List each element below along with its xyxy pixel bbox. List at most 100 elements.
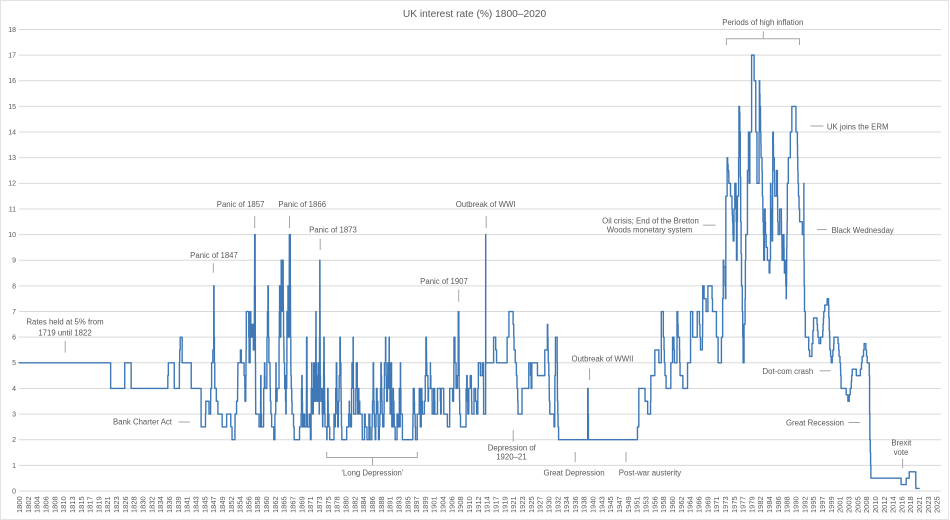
svg-text:1956: 1956 [650, 496, 659, 513]
svg-text:1841: 1841 [183, 496, 192, 513]
svg-text:1860: 1860 [262, 496, 271, 513]
svg-text:1810: 1810 [59, 496, 68, 513]
svg-text:0: 0 [12, 488, 16, 495]
svg-text:1919: 1919 [500, 496, 509, 513]
svg-text:8: 8 [12, 283, 16, 290]
svg-text:1984: 1984 [765, 496, 774, 513]
svg-text:vote: vote [894, 448, 909, 457]
svg-text:1862: 1862 [271, 496, 280, 513]
svg-text:1953: 1953 [642, 496, 651, 513]
svg-text:1947: 1947 [615, 496, 624, 513]
svg-text:1997: 1997 [818, 496, 827, 513]
svg-text:1999: 1999 [827, 496, 836, 513]
svg-text:2010: 2010 [871, 496, 880, 513]
svg-text:Outbreak of WWII: Outbreak of WWII [572, 354, 634, 363]
svg-text:1917: 1917 [492, 496, 501, 513]
svg-text:1854: 1854 [236, 496, 245, 513]
svg-text:1912: 1912 [474, 496, 483, 513]
svg-text:1927: 1927 [536, 496, 545, 513]
svg-text:1895: 1895 [403, 496, 412, 513]
svg-text:1893: 1893 [394, 496, 403, 513]
svg-text:1843: 1843 [191, 496, 200, 513]
svg-text:1849: 1849 [218, 496, 227, 513]
svg-text:1990: 1990 [792, 496, 801, 513]
svg-text:1908: 1908 [456, 496, 465, 513]
svg-text:1804: 1804 [33, 496, 42, 513]
svg-text:12: 12 [8, 181, 16, 188]
svg-text:1966: 1966 [694, 496, 703, 513]
svg-text:1973: 1973 [721, 496, 730, 513]
svg-text:1856: 1856 [244, 496, 253, 513]
svg-text:1914: 1914 [483, 496, 492, 513]
svg-text:Panic of 1866: Panic of 1866 [278, 200, 326, 209]
svg-text:Panic of 1857: Panic of 1857 [217, 200, 265, 209]
svg-text:1: 1 [12, 463, 16, 470]
svg-text:Black Wednesday: Black Wednesday [832, 226, 894, 235]
svg-text:1988: 1988 [783, 496, 792, 513]
svg-text:1865: 1865 [280, 496, 289, 513]
svg-text:10: 10 [8, 232, 16, 239]
svg-text:2025: 2025 [933, 496, 942, 513]
svg-text:2014: 2014 [889, 496, 898, 513]
svg-text:Bank Charter Act: Bank Charter Act [113, 417, 173, 426]
svg-text:2023: 2023 [924, 496, 933, 513]
svg-text:Panic of 1907: Panic of 1907 [420, 277, 468, 286]
svg-text:Outbreak of WWI: Outbreak of WWI [456, 200, 516, 209]
svg-text:6: 6 [12, 335, 16, 342]
svg-text:Great Recession: Great Recession [786, 419, 844, 428]
svg-text:1910: 1910 [465, 496, 474, 513]
svg-text:Great Depression: Great Depression [543, 469, 604, 478]
svg-text:1975: 1975 [730, 496, 739, 513]
svg-text:1873: 1873 [315, 496, 324, 513]
svg-text:1938: 1938 [580, 496, 589, 513]
svg-text:1823: 1823 [112, 496, 121, 513]
svg-text:1813: 1813 [68, 496, 77, 513]
svg-text:Woods monetary system: Woods monetary system [607, 225, 693, 234]
svg-text:1923: 1923 [518, 496, 527, 513]
svg-text:1826: 1826 [121, 496, 130, 513]
svg-text:1904: 1904 [439, 496, 448, 513]
svg-text:UK joins the ERM: UK joins the ERM [827, 122, 889, 131]
svg-text:1858: 1858 [253, 496, 262, 513]
svg-text:15: 15 [8, 104, 16, 111]
svg-text:1971: 1971 [712, 496, 721, 513]
svg-text:1982: 1982 [756, 496, 765, 513]
svg-text:9: 9 [12, 258, 16, 265]
svg-text:1920–21: 1920–21 [496, 453, 526, 462]
svg-text:1962: 1962 [677, 496, 686, 513]
svg-text:1951: 1951 [633, 496, 642, 513]
svg-text:Panic of 1873: Panic of 1873 [309, 225, 357, 234]
svg-text:1925: 1925 [527, 496, 536, 513]
svg-text:11: 11 [9, 206, 16, 213]
svg-text:1880: 1880 [341, 496, 350, 513]
svg-text:2016: 2016 [897, 496, 906, 513]
svg-text:1886: 1886 [368, 496, 377, 513]
svg-text:Post-war austerity: Post-war austerity [619, 469, 681, 478]
svg-text:1945: 1945 [606, 496, 615, 513]
svg-text:1802: 1802 [24, 496, 33, 513]
svg-text:1949: 1949 [624, 496, 633, 513]
svg-text:1901: 1901 [430, 496, 439, 513]
svg-text:3: 3 [12, 411, 16, 418]
svg-text:1878: 1878 [333, 496, 342, 513]
svg-text:1992: 1992 [800, 496, 809, 513]
svg-text:17: 17 [8, 53, 16, 60]
svg-text:1821: 1821 [103, 496, 112, 513]
svg-text:Rates held at 5% from: Rates held at 5% from [26, 317, 103, 326]
svg-text:1936: 1936 [571, 496, 580, 513]
svg-text:1828: 1828 [130, 496, 139, 513]
svg-text:1934: 1934 [562, 496, 571, 513]
svg-text:1867: 1867 [289, 496, 298, 513]
svg-text:1882: 1882 [350, 496, 359, 513]
svg-text:1986: 1986 [774, 496, 783, 513]
svg-text:1906: 1906 [447, 496, 456, 513]
svg-text:1940: 1940 [589, 496, 598, 513]
svg-text:2003: 2003 [844, 496, 853, 513]
svg-text:1836: 1836 [165, 496, 174, 513]
svg-text:1847: 1847 [209, 496, 218, 513]
svg-text:1943: 1943 [597, 496, 606, 513]
svg-text:2021: 2021 [915, 496, 924, 513]
svg-text:1871: 1871 [306, 496, 315, 513]
svg-text:‘Long Depression’: ‘Long Depression’ [341, 469, 404, 478]
svg-text:1819: 1819 [94, 496, 103, 513]
